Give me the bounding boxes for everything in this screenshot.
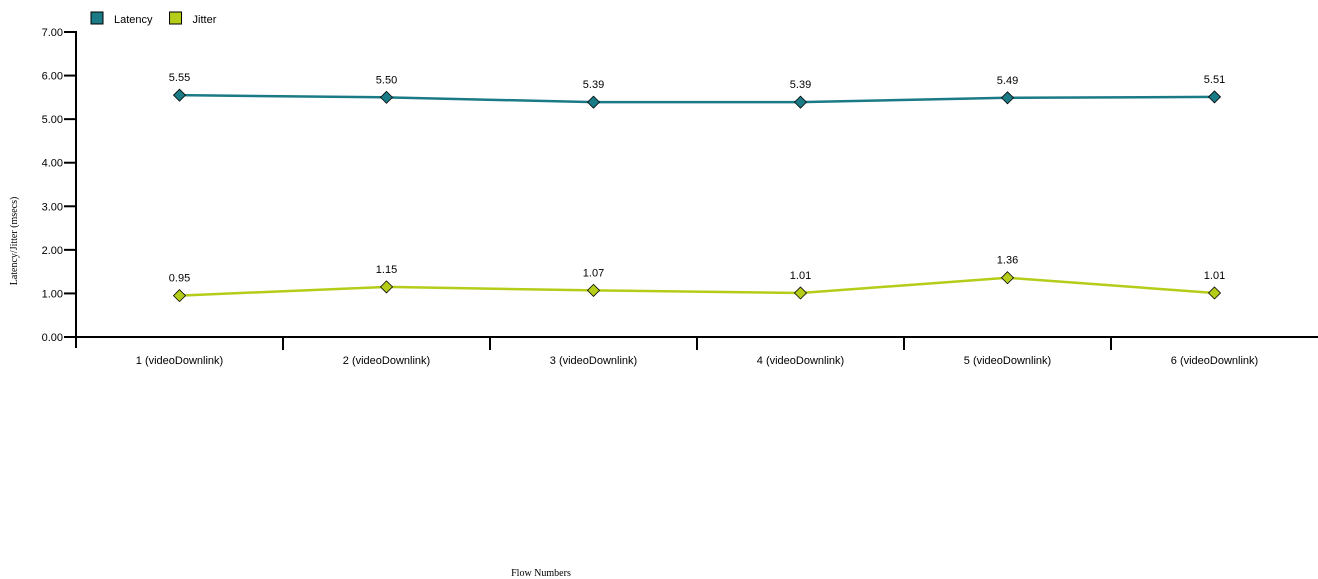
y-axis: 0.00 1.00 2.00 3.00 4.00 5.00 6.00 7.00 xyxy=(42,27,77,348)
data-point xyxy=(379,280,394,294)
data-point xyxy=(793,286,808,300)
data-label: 1.15 xyxy=(376,264,397,276)
series-jitter: 0.95 1.15 1.07 1.01 1.36 1.01 xyxy=(169,255,1225,303)
x-tick-label: 5 (videoDownlink) xyxy=(964,355,1051,367)
legend-swatch xyxy=(169,11,183,25)
data-label: 5.49 xyxy=(997,75,1018,87)
legend-label: Jitter xyxy=(193,14,217,26)
y-tick-label: 6.00 xyxy=(42,71,63,83)
data-point xyxy=(379,90,394,104)
data-point xyxy=(1207,90,1222,104)
legend-item-jitter: Jitter xyxy=(169,11,217,26)
y-tick-label: 2.00 xyxy=(42,245,63,257)
x-axis: 1 (videoDownlink) 2 (videoDownlink) 3 (vid… xyxy=(76,336,1318,367)
data-label: 5.39 xyxy=(583,79,604,91)
series-line-latency xyxy=(179,93,1215,104)
y-tick-label: 1.00 xyxy=(42,288,63,300)
data-label: 5.51 xyxy=(1204,74,1225,86)
data-label: 5.39 xyxy=(790,79,811,91)
legend-item-latency: Latency xyxy=(90,11,153,26)
y-axis-title: Latency/Jitter (msecs) xyxy=(9,197,20,286)
data-point xyxy=(1207,286,1222,300)
data-label: 5.55 xyxy=(169,72,190,84)
legend-label: Latency xyxy=(114,14,153,26)
data-point xyxy=(586,283,601,297)
y-tick-label: 3.00 xyxy=(42,201,63,213)
x-tick-label: 4 (videoDownlink) xyxy=(757,355,844,367)
legend: Latency Jitter xyxy=(90,11,217,26)
x-tick-label: 3 (videoDownlink) xyxy=(550,355,637,367)
series-latency: 5.55 5.50 5.39 5.39 5.49 5.51 xyxy=(169,72,1225,109)
y-tick-label: 0.00 xyxy=(42,332,63,344)
x-tick-label: 6 (videoDownlink) xyxy=(1171,355,1258,367)
y-tick-label: 7.00 xyxy=(42,27,63,39)
data-label: 1.01 xyxy=(790,270,811,282)
legend-swatch xyxy=(90,11,104,25)
data-label: 1.07 xyxy=(583,267,604,279)
data-point xyxy=(172,88,187,102)
data-label: 1.36 xyxy=(997,255,1018,267)
x-axis-title: Flow Numbers xyxy=(511,568,571,579)
series-line-jitter xyxy=(179,276,1215,297)
data-point xyxy=(1000,91,1015,105)
data-point xyxy=(172,289,187,303)
x-tick-label: 1 (videoDownlink) xyxy=(136,355,223,367)
data-label: 5.50 xyxy=(376,74,397,86)
data-label: 1.01 xyxy=(1204,270,1225,282)
series-layer: 5.55 5.50 5.39 5.39 5.49 5.51 0.95 1.15 1.07 1.01… xyxy=(169,72,1225,303)
data-point xyxy=(586,95,601,109)
x-tick-label: 2 (videoDownlink) xyxy=(343,355,430,367)
y-tick-label: 5.00 xyxy=(42,114,63,126)
data-point xyxy=(1000,271,1015,285)
y-tick-label: 4.00 xyxy=(42,158,63,170)
data-label: 0.95 xyxy=(169,273,190,285)
data-point xyxy=(793,95,808,109)
